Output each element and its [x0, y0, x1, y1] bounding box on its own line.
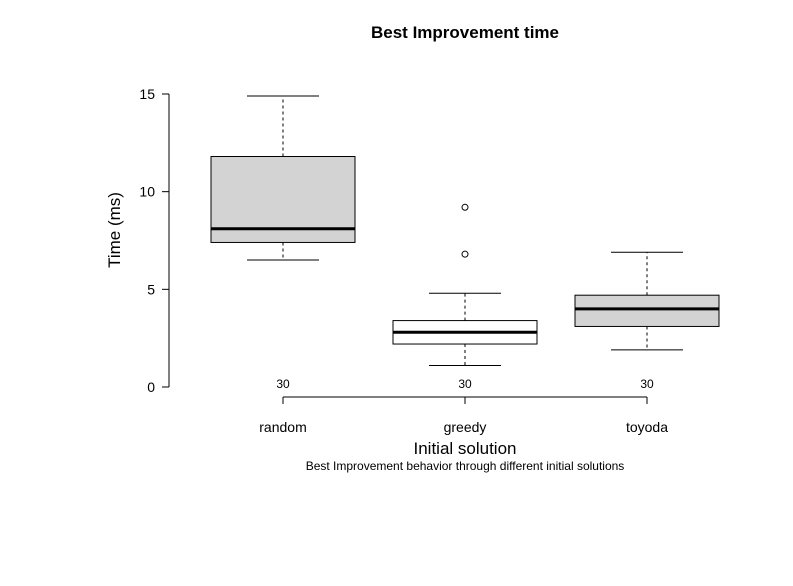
x-axis-title: Initial solution — [413, 439, 516, 458]
box-random: 30 — [210, 95, 356, 391]
y-tick-label: 5 — [147, 281, 155, 297]
n-label: 30 — [276, 377, 290, 391]
outlier-point — [461, 250, 469, 258]
y-axis-title: Time (ms) — [105, 192, 124, 268]
y-tick-label: 10 — [139, 184, 155, 200]
x-tick-label: toyoda — [626, 419, 668, 435]
n-label: 30 — [458, 377, 472, 391]
y-tick-label: 0 — [147, 379, 155, 395]
chart-title: Best Improvement time — [371, 23, 559, 42]
box-toyoda: 30 — [574, 251, 720, 391]
x-tick-label: random — [259, 419, 306, 435]
chart-subtitle: Best Improvement behavior through differ… — [306, 459, 625, 473]
x-tick-label: greedy — [444, 419, 487, 435]
outlier-point — [461, 203, 469, 211]
box-rect — [574, 294, 720, 327]
x-axis: random greedy toyoda — [259, 396, 668, 435]
y-tick-label: 15 — [139, 86, 155, 102]
box-greedy: 30 — [392, 203, 538, 391]
n-label: 30 — [640, 377, 654, 391]
boxes-group: 30 30 30 — [210, 95, 720, 391]
y-axis: 0 5 10 15 — [139, 86, 170, 395]
